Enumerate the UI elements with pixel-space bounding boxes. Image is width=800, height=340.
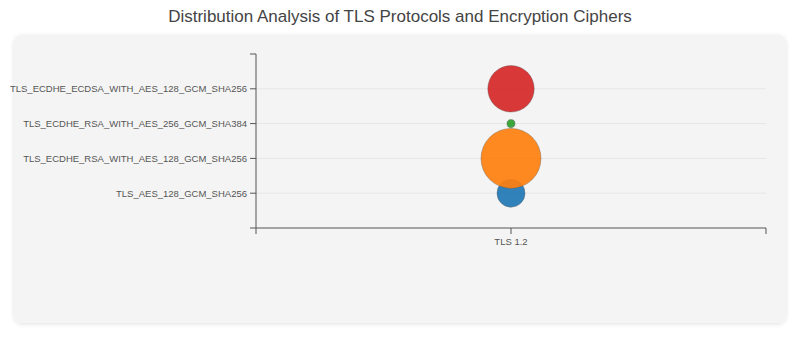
y-tick (250, 158, 256, 159)
y-tick (250, 88, 256, 89)
y-tick-label: TLS_ECDHE_RSA_WITH_AES_128_GCM_SHA256 (23, 153, 247, 164)
x-tick-label: TLS 1.2 (494, 236, 527, 247)
title: Distribution Analysis of TLS Protocols a… (168, 7, 632, 26)
y-tick-label: TLS_ECDHE_RSA_WITH_AES_256_GCM_SHA384 (23, 118, 247, 129)
y-tick-label: TLS_AES_128_GCM_SHA256 (116, 188, 247, 199)
y-tick (250, 123, 256, 124)
bubble (507, 120, 515, 128)
y-tick (250, 193, 256, 194)
y-axis (250, 54, 256, 228)
x-axis (256, 228, 766, 234)
bubble (481, 128, 541, 188)
bubbles (481, 66, 541, 208)
panel (14, 35, 786, 323)
y-tick-label: TLS_ECDHE_ECDSA_WITH_AES_128_GCM_SHA256 (10, 83, 247, 94)
bubble (488, 66, 534, 112)
x-tick (511, 228, 512, 234)
chart: Distribution Analysis of TLS Protocols a… (0, 0, 800, 340)
